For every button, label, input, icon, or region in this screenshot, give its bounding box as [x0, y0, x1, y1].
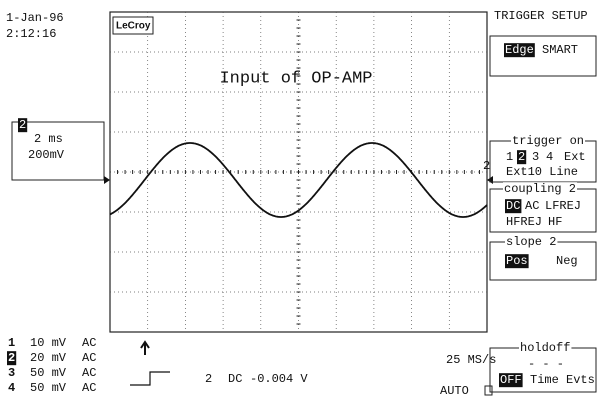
trace-marker: 2 [483, 159, 490, 173]
date: 1-Jan-96 [6, 11, 64, 25]
menu-option[interactable]: AC [525, 199, 539, 213]
label-background [519, 341, 572, 356]
menu-option[interactable]: Ext [564, 150, 586, 164]
mode-box [484, 385, 493, 396]
menu-option[interactable]: 1 [506, 150, 513, 164]
trace-title: Input of OP-AMP [219, 69, 372, 88]
menu-option[interactable]: Edge [505, 43, 534, 57]
trigger-channel: 2 [205, 372, 212, 386]
menu-label: trigger on [512, 134, 584, 148]
channel-box [11, 121, 105, 181]
trigger-mode: AUTO [440, 384, 469, 398]
menu-box[interactable] [489, 35, 597, 77]
channel-scale: 50 mV [30, 381, 67, 395]
volts-div: 200mV [28, 148, 65, 162]
menu-option[interactable]: Neg [556, 254, 578, 268]
channel-coupling: AC [82, 351, 96, 365]
time: 2:12:16 [6, 27, 56, 41]
channel-coupling: AC [82, 366, 96, 380]
menu-option[interactable]: LFREJ [545, 199, 581, 213]
menu-option[interactable]: SMART [542, 43, 578, 57]
trigger-arrow [140, 340, 150, 355]
timebase: 2 ms [34, 132, 63, 146]
menu-label: coupling 2 [504, 182, 576, 196]
highlight [517, 150, 527, 165]
menu-option[interactable]: DC [506, 199, 520, 213]
brand: LeCroy [116, 21, 151, 32]
highlight [7, 351, 17, 366]
edge-icon [130, 371, 170, 386]
waveform [109, 142, 488, 218]
trigger-level: -0.004 V [250, 372, 308, 386]
channel-coupling: AC [82, 381, 96, 395]
channel-list: 1 10 mV AC 2 20 mV AC 3 50 mV AC 4 50 mV AC [7, 336, 96, 395]
sample-rate: 25 MS/s [446, 353, 496, 367]
holdoff-value: - - - [528, 357, 564, 371]
channel-number: 2 [8, 351, 15, 365]
highlight [18, 118, 28, 133]
menu-option[interactable]: HF [548, 215, 562, 229]
channel-coupling: AC [82, 336, 96, 350]
channel-number: 3 [8, 366, 15, 380]
menu-option[interactable]: Ext10 Line [506, 165, 578, 179]
menu-label: holdoff [520, 341, 570, 355]
menu-option[interactable]: 3 [532, 150, 539, 164]
menu-option[interactable]: Evts [566, 373, 595, 387]
menu-label: slope 2 [506, 235, 556, 249]
channel-number: 1 [8, 336, 15, 350]
ground-arrow [104, 176, 110, 184]
menu-option[interactable]: OFF [500, 373, 522, 387]
menu-option[interactable]: 2 [518, 150, 525, 164]
menu-option[interactable]: 4 [546, 150, 553, 164]
channel-scale: 20 mV [30, 351, 67, 365]
highlight [505, 254, 529, 269]
menu-option[interactable]: HFREJ [506, 215, 542, 229]
channel-number: 2 [19, 118, 26, 132]
channel-scale: 50 mV [30, 366, 67, 380]
brand-box [112, 16, 154, 35]
graticule [109, 11, 488, 333]
channel-scale: 10 mV [30, 336, 67, 350]
label-background [503, 182, 578, 197]
menu-title: TRIGGER SETUP [494, 9, 588, 23]
label-background [511, 134, 586, 149]
highlight [505, 199, 522, 214]
channel-number: 4 [8, 381, 15, 395]
menu-option[interactable]: Pos [506, 254, 528, 268]
label-background [505, 235, 558, 250]
highlight [504, 43, 535, 58]
menu-option[interactable]: Time [530, 373, 559, 387]
highlight [499, 373, 523, 388]
trigger-coupling: DC [228, 372, 242, 386]
